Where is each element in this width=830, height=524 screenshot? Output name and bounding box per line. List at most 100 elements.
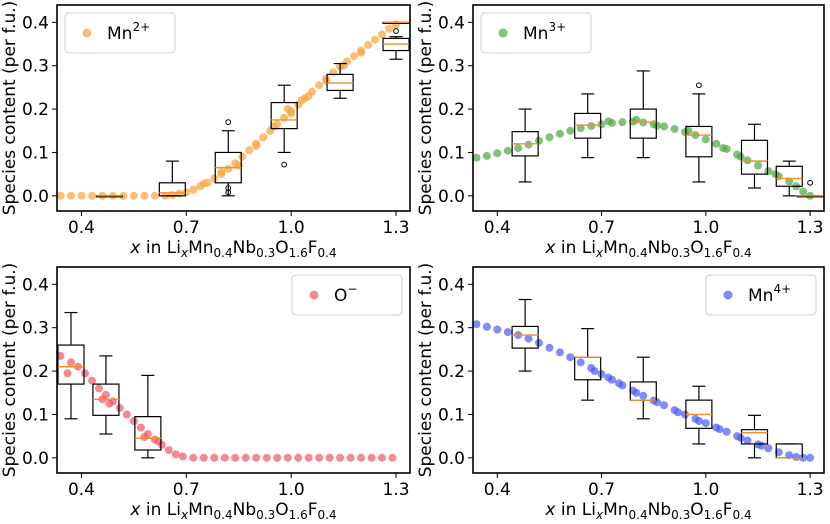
data-point [785, 177, 794, 186]
data-point [799, 453, 808, 462]
data-point [378, 453, 386, 462]
box-plot [134, 374, 162, 459]
data-point [115, 403, 124, 412]
data-point [388, 453, 397, 462]
x-tick-label: 0.7 [588, 480, 615, 500]
x-tick-label: 0.4 [68, 218, 95, 238]
x-tick-label: 0.4 [484, 218, 511, 238]
legend-label: Mn2+ [107, 20, 150, 44]
y-tick-label: 0.3 [438, 319, 465, 339]
data-point [482, 322, 491, 331]
data-point [367, 453, 376, 462]
data-point [329, 68, 338, 77]
data-point [304, 92, 313, 101]
y-tick-label: 0.2 [22, 362, 49, 382]
data-point [140, 191, 149, 200]
data-point [754, 161, 762, 170]
legend-box [64, 12, 176, 54]
box-plot [740, 123, 769, 189]
data-point [189, 185, 198, 194]
data-point [262, 453, 271, 462]
data-point [736, 152, 745, 161]
plot-area [473, 298, 815, 462]
data-point [615, 379, 623, 388]
plot-area [57, 311, 397, 462]
data-point [175, 189, 184, 198]
outlier-point [225, 189, 232, 196]
data-point [140, 433, 149, 441]
axes-frame [56, 4, 411, 212]
box-iqr [740, 429, 769, 445]
data-point [764, 167, 773, 176]
y-tick-label: 0.3 [438, 57, 465, 77]
data-point [283, 105, 292, 114]
legend: Mn4+ [705, 274, 817, 316]
box-plot [629, 356, 657, 420]
data-point [792, 453, 801, 461]
legend: O− [291, 274, 403, 316]
box-plot [685, 385, 713, 445]
data-point [350, 52, 359, 61]
box-iqr [134, 416, 162, 451]
data-point [325, 453, 334, 462]
data-point [199, 453, 208, 462]
data-point [67, 358, 75, 367]
data-point [597, 370, 606, 379]
data-point [604, 373, 613, 382]
y-tick-label: 0.1 [438, 143, 465, 163]
data-point [220, 453, 229, 462]
outlier-point [393, 28, 399, 34]
data-point [252, 453, 261, 462]
x-tick-label: 1.0 [692, 480, 719, 500]
box-iqr [775, 165, 803, 187]
axes-frame [56, 266, 411, 474]
data-point [88, 376, 96, 385]
y-tick-label: 0.4 [438, 13, 465, 33]
data-point [604, 117, 613, 126]
data-point [493, 149, 502, 158]
x-tick-label: 1.0 [278, 480, 305, 500]
y-tick-label: 0.1 [22, 143, 49, 163]
data-point [712, 139, 721, 148]
y-tick-label: 0.4 [438, 275, 465, 295]
data-point [799, 187, 808, 196]
data-point [57, 351, 65, 360]
x-tick-label: 0.4 [484, 480, 511, 500]
data-point [587, 122, 596, 130]
legend-box [705, 274, 817, 316]
legend: Mn3+ [480, 12, 592, 54]
data-point [164, 446, 173, 454]
x-tick-label: 1.3 [382, 218, 409, 238]
data-point [199, 179, 208, 188]
legend-label: Mn4+ [748, 282, 791, 306]
box-plot [629, 70, 657, 159]
data-point [210, 453, 219, 462]
data-point [245, 146, 254, 155]
data-point [555, 129, 564, 138]
data-point [524, 334, 533, 343]
data-point [371, 35, 379, 44]
data-point [136, 423, 145, 432]
data-point [743, 156, 752, 165]
data-point [241, 453, 250, 462]
legend-marker [723, 290, 733, 300]
legend-marker [309, 290, 319, 300]
data-point [315, 81, 324, 90]
data-point [576, 124, 585, 133]
data-point [757, 441, 766, 450]
legend-label: O− [334, 282, 357, 306]
data-point [252, 141, 261, 150]
data-point [555, 348, 564, 357]
data-point [182, 188, 191, 197]
legend-marker [82, 28, 92, 38]
outlier-point [225, 119, 232, 125]
data-point [283, 453, 292, 462]
y-tick-label: 0.0 [22, 187, 49, 207]
data-point [294, 453, 303, 462]
box-plot [158, 160, 186, 197]
box-plot [740, 414, 769, 459]
x-axis-label: x in LixMn0.4Nb0.3O1.6F0.4 [544, 500, 751, 522]
y-tick-label: 0.3 [22, 319, 49, 339]
